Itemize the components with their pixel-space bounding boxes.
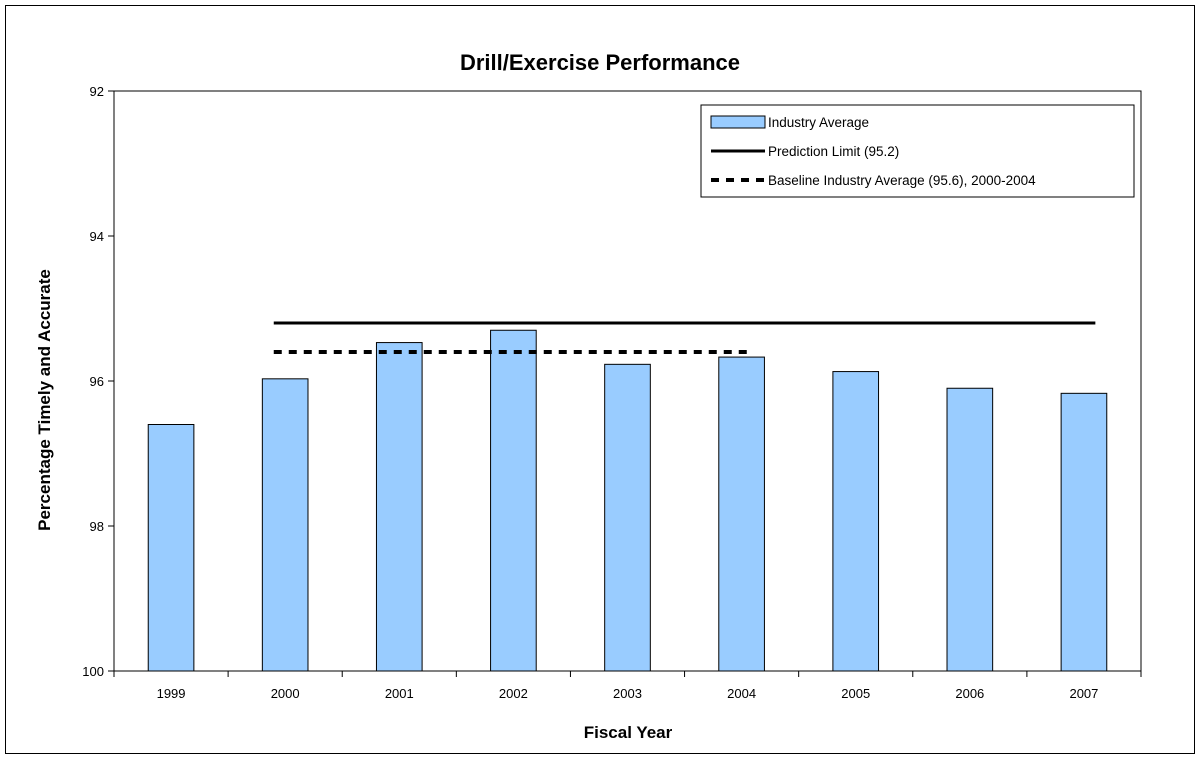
x-tick-label: 2002 bbox=[499, 686, 528, 701]
x-tick-label: 2004 bbox=[727, 686, 756, 701]
bar-2007 bbox=[1060, 392, 1108, 672]
legend-label: Prediction Limit (95.2) bbox=[768, 144, 899, 159]
y-tick-label: 94 bbox=[90, 229, 104, 244]
x-tick-label: 2006 bbox=[955, 686, 984, 701]
bar-1999 bbox=[147, 424, 195, 672]
x-tick-label: 2003 bbox=[613, 686, 642, 701]
bar-2003 bbox=[604, 363, 651, 672]
bar-2005 bbox=[832, 371, 880, 672]
x-tick-label: 2007 bbox=[1069, 686, 1098, 701]
y-tick-label: 100 bbox=[82, 664, 104, 679]
legend-label: Baseline Industry Average (95.6), 2000-2… bbox=[768, 173, 1036, 188]
y-axis-title: Percentage Timely and Accurate bbox=[35, 269, 54, 531]
bar-2002 bbox=[490, 329, 537, 672]
x-axis-title: Fiscal Year bbox=[584, 723, 673, 742]
bar-2000 bbox=[261, 378, 309, 672]
legend-swatch-industry-average bbox=[710, 115, 766, 129]
bar-2001 bbox=[375, 342, 423, 672]
chart-title: Drill/Exercise Performance bbox=[460, 50, 740, 75]
legend-label: Industry Average bbox=[768, 115, 869, 130]
legend-box bbox=[700, 104, 1135, 198]
y-tick-label: 92 bbox=[90, 84, 104, 99]
x-tick-label: 2005 bbox=[841, 686, 870, 701]
legend: Industry Average Prediction Limit (95.2) B… bbox=[700, 104, 1135, 198]
bar-2004 bbox=[718, 356, 765, 672]
y-tick-label: 98 bbox=[90, 519, 104, 534]
plot-area: 92 94 96 98 100 1999 2000 2001 2002 2003 2004 2005 2… bbox=[82, 84, 1142, 701]
x-tick-label: 2000 bbox=[271, 686, 300, 701]
y-tick-label: 96 bbox=[90, 374, 104, 389]
x-tick-label: 2001 bbox=[385, 686, 414, 701]
x-tick-label: 1999 bbox=[157, 686, 186, 701]
bar-2006 bbox=[946, 387, 994, 672]
